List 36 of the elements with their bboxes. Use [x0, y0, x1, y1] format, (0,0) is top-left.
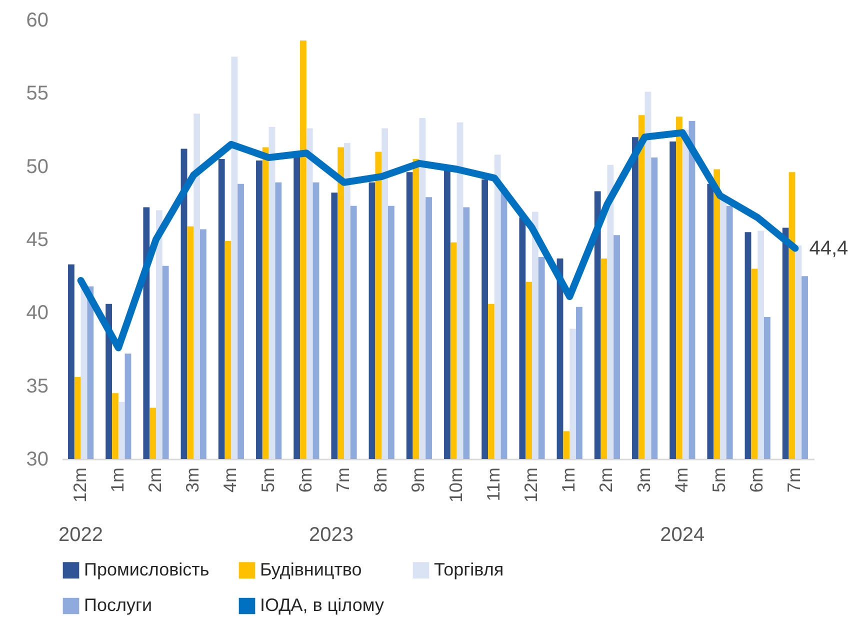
x-tick-label: 4m [220, 468, 240, 493]
x-tick-label: 11m [483, 468, 504, 502]
x-tick-label: 4m [671, 468, 692, 493]
text: 2023 [308, 524, 354, 546]
x-tick-label: 7m [333, 468, 353, 493]
x-tick-label: 1m [558, 468, 579, 493]
x-tick-label: 6m [295, 468, 316, 493]
y-tick-label: 50 [26, 156, 48, 178]
x-tick-label: 3m [634, 468, 654, 493]
x-tick-label: 5m [258, 468, 278, 493]
legend-label: Будівництво [260, 559, 362, 580]
text: 2024 [660, 524, 705, 546]
x-tick-label: 2m [596, 468, 616, 493]
x-tick-label: 8m [370, 468, 391, 493]
data-label: 44,4 [809, 237, 848, 260]
x-tick-label: 9m [408, 468, 428, 493]
x-tick-label: 5m [709, 468, 729, 493]
legend-label: Торгівля [434, 559, 504, 580]
y-tick-label: 55 [26, 82, 48, 105]
y-tick-label: 45 [26, 229, 48, 251]
x-tick-label: 12m [521, 468, 541, 503]
x-tick-label: 10m [446, 468, 466, 503]
y-tick-label: 30 [26, 448, 48, 470]
y-tick-label: 60 [26, 10, 48, 32]
y-tick-label: 40 [26, 302, 48, 324]
text: 2022 [58, 524, 104, 546]
x-tick-label: 12m [70, 468, 90, 503]
legend-label: ІОДА, в цілому [260, 595, 384, 615]
y-tick-label: 35 [26, 375, 48, 398]
x-tick-label: 7m [784, 468, 804, 493]
legend-label: Послуги [84, 595, 152, 615]
x-tick-label: 2m [145, 468, 165, 493]
legend-label: Промисловість [84, 559, 210, 580]
x-tick-label: 1m [107, 468, 128, 493]
x-tick-label: 6m [746, 468, 767, 493]
x-tick-label: 3m [182, 468, 203, 493]
